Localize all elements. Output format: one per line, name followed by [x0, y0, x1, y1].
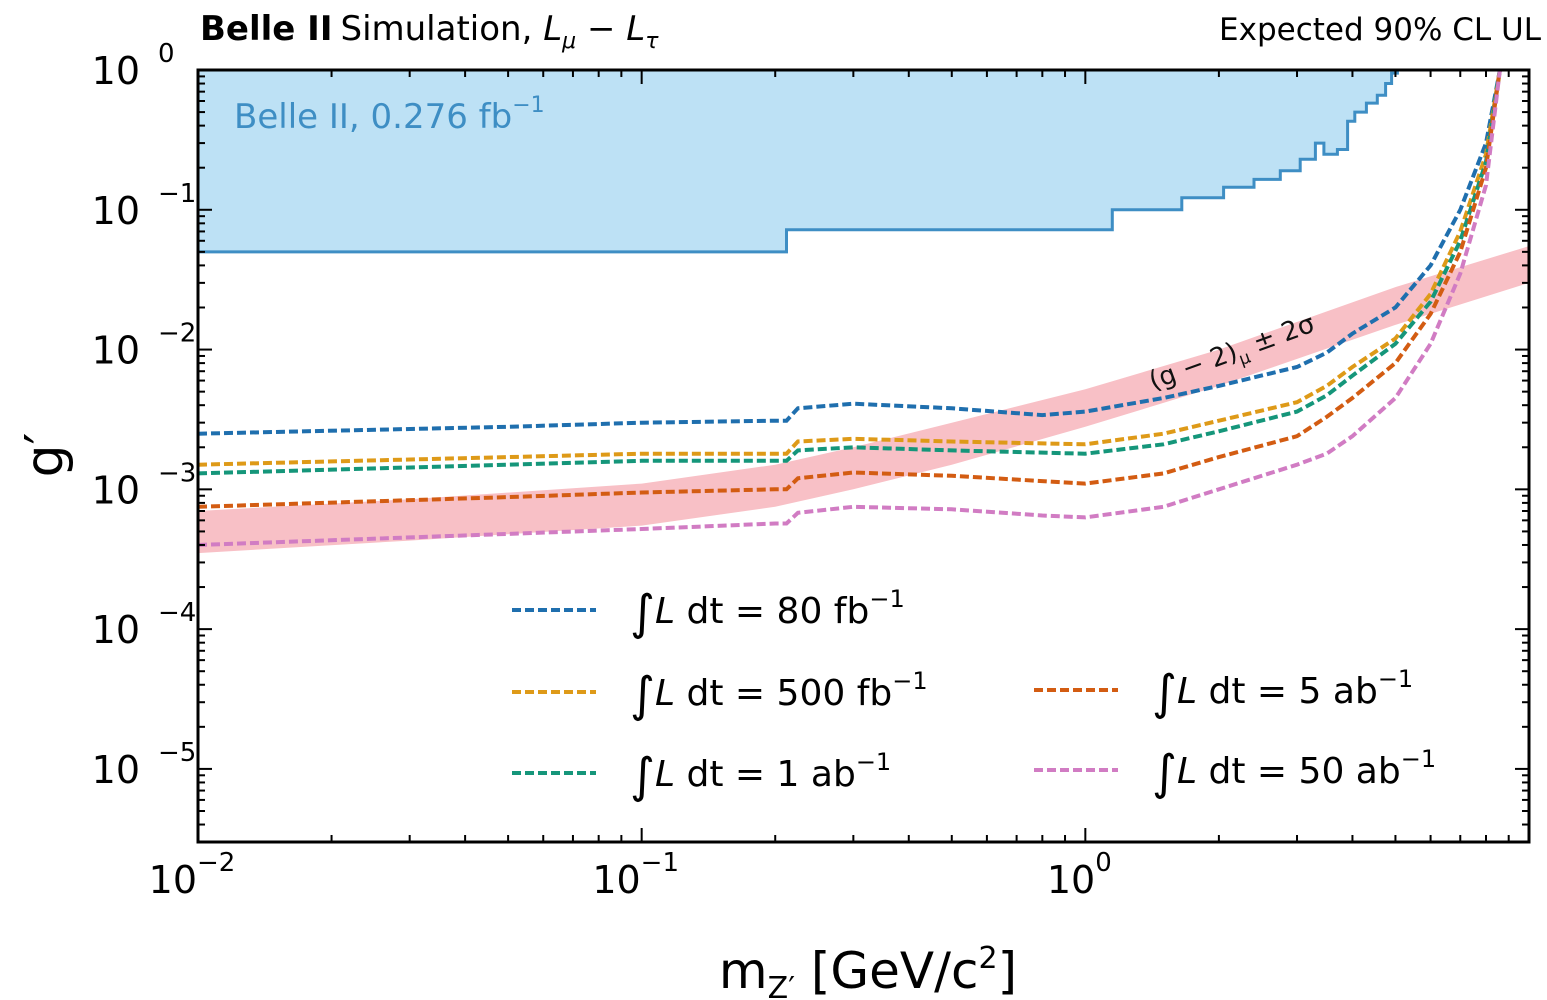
- excluded-region-label: Belle II, 0.276 fb−1: [234, 93, 545, 137]
- legend-l: L: [1177, 751, 1197, 792]
- x-axis-label-close: ]: [998, 942, 1018, 1000]
- legend: ∫L dt = 80 fb−1∫L dt = 500 fb−1∫L dt = 1…: [512, 585, 1436, 804]
- y-tick-label-2: 10 −2: [92, 319, 197, 373]
- x-tick-exp: 0: [1095, 848, 1112, 878]
- legend-sup: −1: [1378, 665, 1413, 693]
- series-line-1: [198, 70, 1502, 467]
- x-tick-exp: −2: [197, 848, 235, 878]
- excluded-region-label-text: Belle II, 0.276 fb: [234, 97, 512, 137]
- plot-area: Belle II, 0.276 fb−1(g − 2)μ ± 2σ: [198, 70, 1529, 554]
- x-axis-label-sup: 2: [978, 941, 997, 976]
- legend-sup: −1: [1401, 745, 1436, 773]
- y-tick-exp: −4: [158, 598, 196, 628]
- legend-label: ∫L dt = 80 fb−1: [630, 585, 905, 641]
- model-b-sub: τ: [645, 29, 659, 54]
- excluded-region-fill: [198, 70, 1411, 252]
- y-tick-label-5: 10 −5: [92, 738, 197, 792]
- legend-item-0: ∫L dt = 80 fb−1: [512, 585, 905, 641]
- legend-integral: ∫: [630, 748, 655, 804]
- model-b: L: [626, 9, 645, 49]
- legend-sup: −1: [856, 748, 891, 776]
- simulation-text: Simulation,: [340, 9, 543, 49]
- g-2-band: [198, 246, 1529, 554]
- excluded-region-boundary: [198, 70, 1411, 254]
- x-tick-base: 10: [149, 858, 197, 902]
- legend-mid: dt = 50 ab: [1197, 751, 1401, 792]
- legend-mid: dt = 1 ab: [675, 754, 856, 795]
- model-a: L: [543, 9, 562, 49]
- legend-mid: dt = 500 fb: [675, 673, 892, 714]
- legend-sup: −1: [869, 585, 904, 613]
- x-tick-base: 10: [592, 858, 640, 902]
- legend-integral: ∫: [1152, 745, 1177, 801]
- y-tick-label-4: 10 −4: [92, 598, 197, 652]
- legend-integral: ∫: [630, 585, 655, 641]
- series-line-4: [198, 70, 1502, 547]
- x-tick-label-0: 10−2: [149, 848, 236, 902]
- legend-item-1: ∫L dt = 500 fb−1: [512, 667, 928, 723]
- model-op: −: [576, 9, 626, 49]
- legend-label: ∫L dt = 1 ab−1: [630, 748, 891, 804]
- y-axis-label: g′: [15, 433, 75, 478]
- legend-item-2: ∫L dt = 1 ab−1: [512, 748, 891, 804]
- chart-header-right: Expected 90% CL UL: [1219, 12, 1542, 48]
- chart-header-left: Belle II Simulation, Lμ − Lτ: [200, 9, 659, 54]
- legend-label: ∫L dt = 5 ab−1: [1152, 665, 1413, 721]
- series-line-0: [198, 70, 1502, 436]
- y-tick-base: 10: [92, 49, 140, 93]
- x-tick-base: 10: [1047, 858, 1095, 902]
- legend-l: L: [1177, 671, 1197, 712]
- y-tick-exp: 0: [158, 39, 175, 69]
- series-line-3: [198, 70, 1502, 509]
- y-tick-base: 10: [92, 189, 140, 233]
- legend-l: L: [655, 754, 675, 795]
- legend-l: L: [655, 673, 675, 714]
- legend-item-3: ∫L dt = 5 ab−1: [1034, 665, 1413, 721]
- x-axis-label-main: m: [719, 942, 768, 1000]
- legend-item-4: ∫L dt = 50 ab−1: [1034, 745, 1436, 801]
- legend-integral: ∫: [1152, 665, 1177, 721]
- x-tick-label-1: 10−1: [592, 848, 679, 902]
- y-tick-exp: −3: [158, 458, 196, 488]
- legend-l: L: [655, 591, 675, 632]
- legend-label: ∫L dt = 500 fb−1: [630, 667, 928, 723]
- legend-mid: dt = 80 fb: [675, 591, 869, 632]
- x-axis-label: mZ′ [GeV/c2]: [719, 941, 1017, 1000]
- model-a-sub: μ: [561, 29, 576, 54]
- y-tick-base: 10: [92, 748, 140, 792]
- legend-label: ∫L dt = 50 ab−1: [1152, 745, 1436, 801]
- y-tick-exp: −5: [158, 738, 196, 768]
- legend-integral: ∫: [630, 667, 655, 723]
- excluded-region-label-sup: −1: [512, 93, 544, 118]
- y-tick-label-1: 10 −1: [92, 179, 197, 233]
- legend-mid: dt = 5 ab: [1197, 671, 1378, 712]
- plot-frame: [196, 68, 1531, 844]
- y-tick-label-3: 10 −3: [92, 458, 197, 512]
- legend-sup: −1: [892, 667, 927, 695]
- x-axis-label-rest: [GeV/c: [795, 942, 978, 1000]
- series-line-2: [198, 70, 1502, 476]
- y-tick-base: 10: [92, 329, 140, 373]
- y-tick-label-0: 10 0: [92, 39, 175, 93]
- y-tick-base: 10: [92, 608, 140, 652]
- experiment-name: Belle II: [200, 9, 332, 49]
- y-tick-base: 10: [92, 468, 140, 512]
- x-axis-label-sub: Z′: [768, 971, 796, 1000]
- x-tick-exp: −1: [641, 848, 679, 878]
- y-tick-exp: −1: [158, 179, 196, 209]
- x-tick-label-2: 100: [1047, 848, 1112, 902]
- y-tick-exp: −2: [158, 319, 196, 349]
